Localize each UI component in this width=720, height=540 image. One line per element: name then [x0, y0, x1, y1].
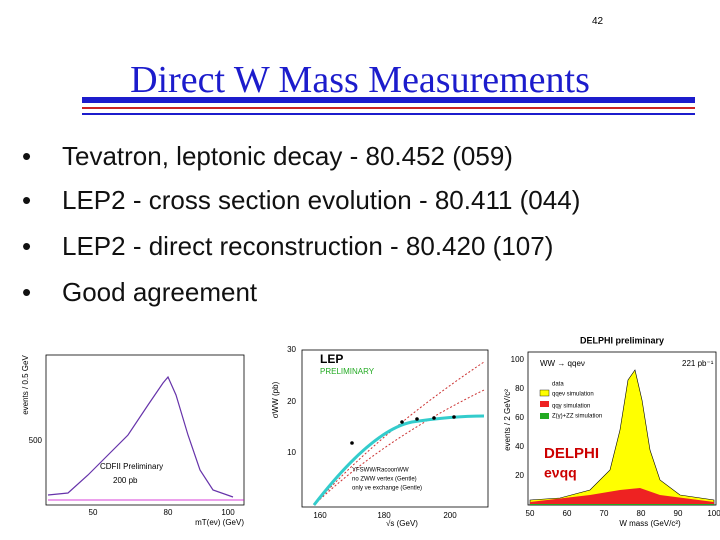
x-tick-label: 50: [526, 509, 535, 518]
y-tick-label: 10: [287, 448, 296, 457]
title-rules: [82, 97, 695, 115]
x-tick-label: 160: [313, 511, 327, 520]
bullet-marker: •: [22, 141, 32, 171]
lep-plot: σWW (pb) 30 20 10 160 180 200 √s (GeV) L…: [271, 345, 489, 528]
bullet-marker: •: [22, 185, 32, 215]
x-tick-label: 80: [637, 509, 646, 518]
plot-label: DELPHI: [544, 445, 599, 462]
legend-entry: qqγ simulation: [552, 404, 590, 410]
bullet-item: • Good agreement: [22, 277, 257, 308]
y-label: σWW (pb): [271, 381, 280, 418]
y-tick-label: 100: [511, 355, 525, 364]
y-tick-label: 80: [515, 384, 524, 393]
y-tick-label: 500: [29, 436, 43, 445]
cdf-plot: events / 0.5 GeV 500 50 80 100 mT(eν) (G…: [21, 355, 245, 527]
bullet-text: LEP2 - direct reconstruction - 80.420 (1…: [62, 231, 554, 261]
y-tick-label: 20: [515, 471, 524, 480]
y-tick-label: 30: [287, 345, 296, 354]
x-tick-label: 180: [377, 511, 391, 520]
x-label: mT(eν) (GeV): [195, 518, 244, 527]
x-label: √s (GeV): [386, 519, 418, 528]
x-tick-label: 70: [600, 509, 609, 518]
y-tick-label: 40: [515, 442, 524, 451]
bullet-item: • Tevatron, leptonic decay - 80.452 (059): [22, 141, 513, 172]
plot-label: LEP: [320, 352, 343, 366]
legend-entry: no ZWW vertex (Gentle): [352, 477, 417, 483]
bullet-item: • LEP2 - cross section evolution - 80.411…: [22, 185, 580, 216]
bullet-marker: •: [22, 231, 32, 261]
page-number: 42: [592, 16, 604, 27]
x-tick-label: 60: [563, 509, 572, 518]
x-tick-label: 50: [89, 508, 98, 517]
y-tick-label: 60: [515, 413, 524, 422]
bullet-item: • LEP2 - direct reconstruction - 80.420 (…: [22, 231, 553, 262]
legend-entry: Z(γ)+ZZ simulation: [552, 414, 602, 420]
x-label: W mass (GeV/c²): [619, 519, 681, 528]
plot-sublabel: PRELIMINARY: [320, 367, 375, 376]
legend-entry: YFSWW/RacoonWW: [352, 468, 409, 474]
legend-entry: qqeν simulation: [552, 392, 594, 398]
y-label: events / 0.5 GeV: [21, 355, 30, 415]
x-tick-label: 100: [221, 508, 235, 517]
y-label: events / 2 GeV/c²: [503, 389, 512, 451]
plot-label: CDFII Preliminary: [100, 462, 163, 471]
bullet-text: Good agreement: [62, 277, 258, 307]
slide-title: Direct W Mass Measurements: [130, 59, 590, 101]
plot-luminosity: 221 pb⁻¹: [682, 359, 714, 368]
plot-title: DELPHI preliminary: [580, 335, 664, 345]
legend-entry: data: [552, 382, 564, 388]
legend-entry: only νe exchange (Gentle): [352, 486, 422, 492]
plot-luminosity: 200 pb: [113, 476, 138, 485]
delphi-plot: DELPHI preliminary WW → qqeν 221 pb⁻¹ da…: [503, 335, 720, 528]
x-tick-label: 100: [707, 509, 720, 518]
bullet-marker: •: [22, 277, 32, 307]
bullet-text: LEP2 - cross section evolution - 80.411 …: [62, 185, 581, 215]
plot-sublabel: eνqq: [544, 465, 577, 481]
y-tick-label: 20: [287, 397, 296, 406]
bullet-text: Tevatron, leptonic decay - 80.452 (059): [62, 141, 513, 171]
x-tick-label: 200: [443, 511, 457, 520]
x-tick-label: 90: [674, 509, 683, 518]
plot-channel: WW → qqeν: [540, 359, 585, 368]
x-tick-label: 80: [164, 508, 173, 517]
